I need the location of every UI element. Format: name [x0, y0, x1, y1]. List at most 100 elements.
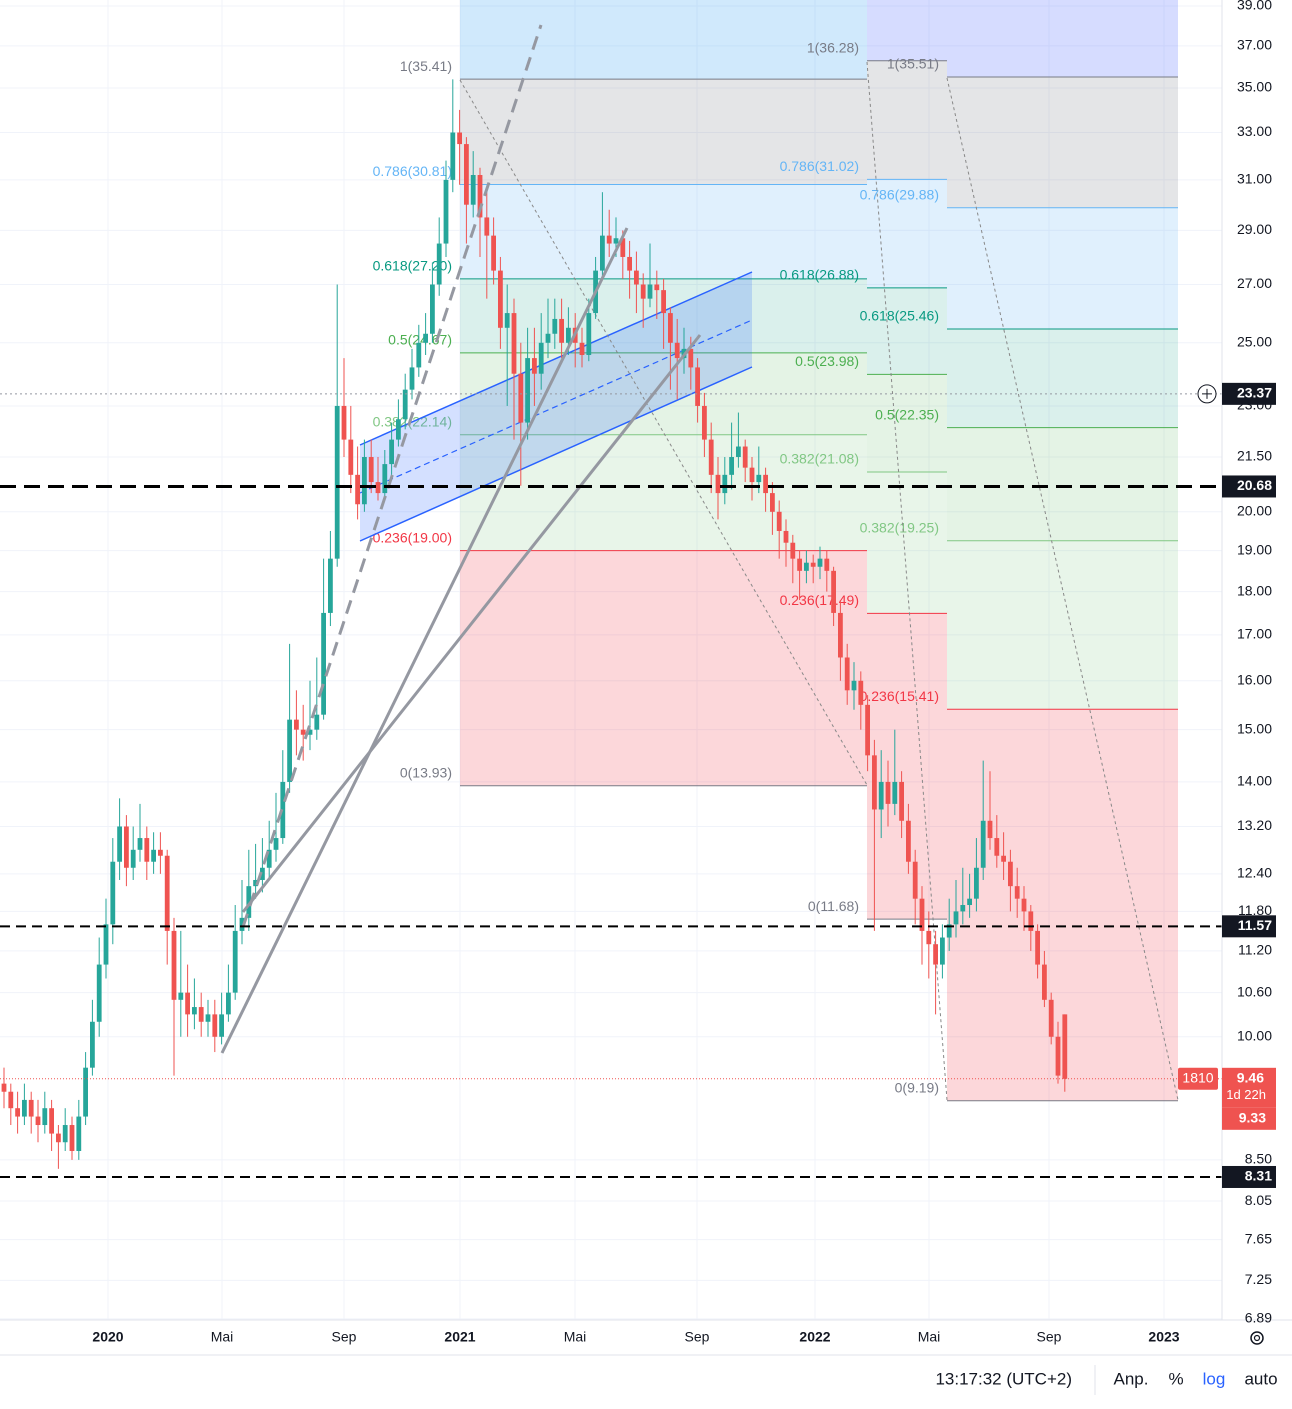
candle-body: [1028, 911, 1034, 931]
drawings: [359, 61, 1179, 1101]
candle-body: [749, 467, 755, 483]
candle-body: [382, 464, 388, 494]
candle-body: [824, 558, 830, 571]
candle-body: [504, 313, 510, 328]
candle-body: [1048, 999, 1054, 1037]
candle-body: [450, 132, 456, 180]
clock[interactable]: 13:17:32 (UTC+2): [935, 1369, 1072, 1388]
candle-body: [484, 217, 490, 236]
y-tick-label: 10.60: [1237, 983, 1272, 999]
y-tick-label: 14.00: [1237, 773, 1272, 789]
candle-body: [362, 457, 367, 505]
fib-zone: [947, 427, 1178, 541]
candle-body: [158, 849, 163, 856]
candle-body: [273, 838, 279, 850]
y-tick-label: 31.00: [1237, 171, 1272, 187]
candle-body: [130, 849, 136, 868]
candle-body: [695, 367, 700, 406]
candle-body: [511, 313, 517, 374]
levels: [0, 393, 1222, 1178]
fib-label: 1(36.28): [807, 39, 859, 55]
crosshair-label: 23.37: [1237, 385, 1272, 401]
candle-body: [83, 1067, 88, 1117]
axes: 39.00 37.00 35.00 33.00 31.00 29.00 27.00 25.00…: [92, 0, 1276, 1345]
price-label-bg: [1222, 382, 1276, 405]
y-tick-label: 6.89: [1245, 1310, 1272, 1326]
candle-body: [287, 719, 292, 782]
x-tick-label: 2021: [444, 1329, 475, 1345]
candle-body: [178, 992, 184, 1000]
channel-midline: [359, 319, 753, 494]
percent-toggle[interactable]: %: [1168, 1369, 1183, 1388]
y-tick-label: 8.50: [1245, 1151, 1272, 1167]
candle-body: [246, 886, 252, 918]
candle-body: [906, 820, 911, 862]
candle-body: [69, 1125, 75, 1151]
fib-label: 0(13.93): [400, 764, 452, 780]
fib-label: 0.618(25.46): [860, 308, 939, 324]
y-tick-label: 29.00: [1237, 221, 1272, 237]
candle-body: [600, 235, 605, 271]
candle-body: [1055, 1036, 1061, 1076]
candle-body: [912, 861, 918, 899]
gear[interactable]: [1250, 1331, 1264, 1345]
candle-body: [1062, 1014, 1068, 1079]
add-icon: [1202, 388, 1212, 399]
candle-body: [22, 1099, 27, 1117]
y-tick-label: 13.20: [1237, 817, 1272, 833]
candle-body: [974, 867, 979, 899]
candle-body: [294, 719, 299, 730]
candle-body: [8, 1091, 14, 1109]
fib-label: 0.236(15.41): [860, 688, 939, 704]
gear[interactable]: [1253, 1334, 1261, 1342]
fib-zone: [867, 471, 947, 614]
candle-body: [15, 1108, 20, 1117]
fib-zone: [460, 184, 867, 279]
candle-body: [416, 342, 422, 368]
candle-body: [321, 612, 326, 715]
candle-body: [967, 898, 972, 906]
adjust-toggle[interactable]: Anp.: [1114, 1369, 1149, 1388]
log-toggle[interactable]: log: [1203, 1369, 1226, 1388]
candle-body: [35, 1116, 41, 1126]
last-price-bg: [1222, 1067, 1276, 1108]
candle-body: [219, 1014, 224, 1037]
y-tick-label: 18.00: [1237, 582, 1272, 598]
candle-body: [525, 358, 530, 423]
candle-body: [1, 1083, 7, 1092]
candle-body: [226, 992, 231, 1015]
candle-body: [946, 924, 952, 938]
candle-body: [919, 898, 925, 931]
candle-body: [62, 1125, 68, 1143]
settings-button[interactable]: [1250, 1331, 1264, 1345]
candle-body: [872, 755, 877, 810]
price-label-bg: [1222, 475, 1276, 498]
candle-body: [831, 570, 836, 613]
fib-label: 1(35.41): [400, 58, 452, 74]
candle-body: [464, 144, 469, 205]
candle-body: [518, 373, 524, 423]
candle-body: [559, 318, 564, 343]
fib-extension-zone: [867, 0, 947, 61]
candle-body: [960, 905, 966, 912]
candle-body: [185, 992, 190, 1015]
fib-label: 0.236(17.49): [780, 592, 859, 608]
trendlines: [220, 24, 702, 1054]
candle-body: [634, 270, 639, 285]
x-tick-label: 2023: [1148, 1329, 1179, 1345]
candle-body: [586, 313, 592, 356]
fib-zone: [947, 328, 1178, 428]
x-tick-label: Sep: [332, 1329, 357, 1345]
candle-body: [253, 879, 258, 887]
auto-toggle[interactable]: auto: [1244, 1369, 1277, 1388]
candle-body: [851, 680, 857, 691]
candle-body: [368, 457, 374, 483]
x-tick-label: Mai: [918, 1329, 941, 1345]
candle-body: [124, 826, 129, 868]
fib-zone: [947, 540, 1178, 710]
candle-body: [56, 1133, 61, 1143]
x-tick-label: 2022: [799, 1329, 830, 1345]
candle-body: [205, 1014, 211, 1022]
fib-extension-zone: [947, 0, 1178, 77]
